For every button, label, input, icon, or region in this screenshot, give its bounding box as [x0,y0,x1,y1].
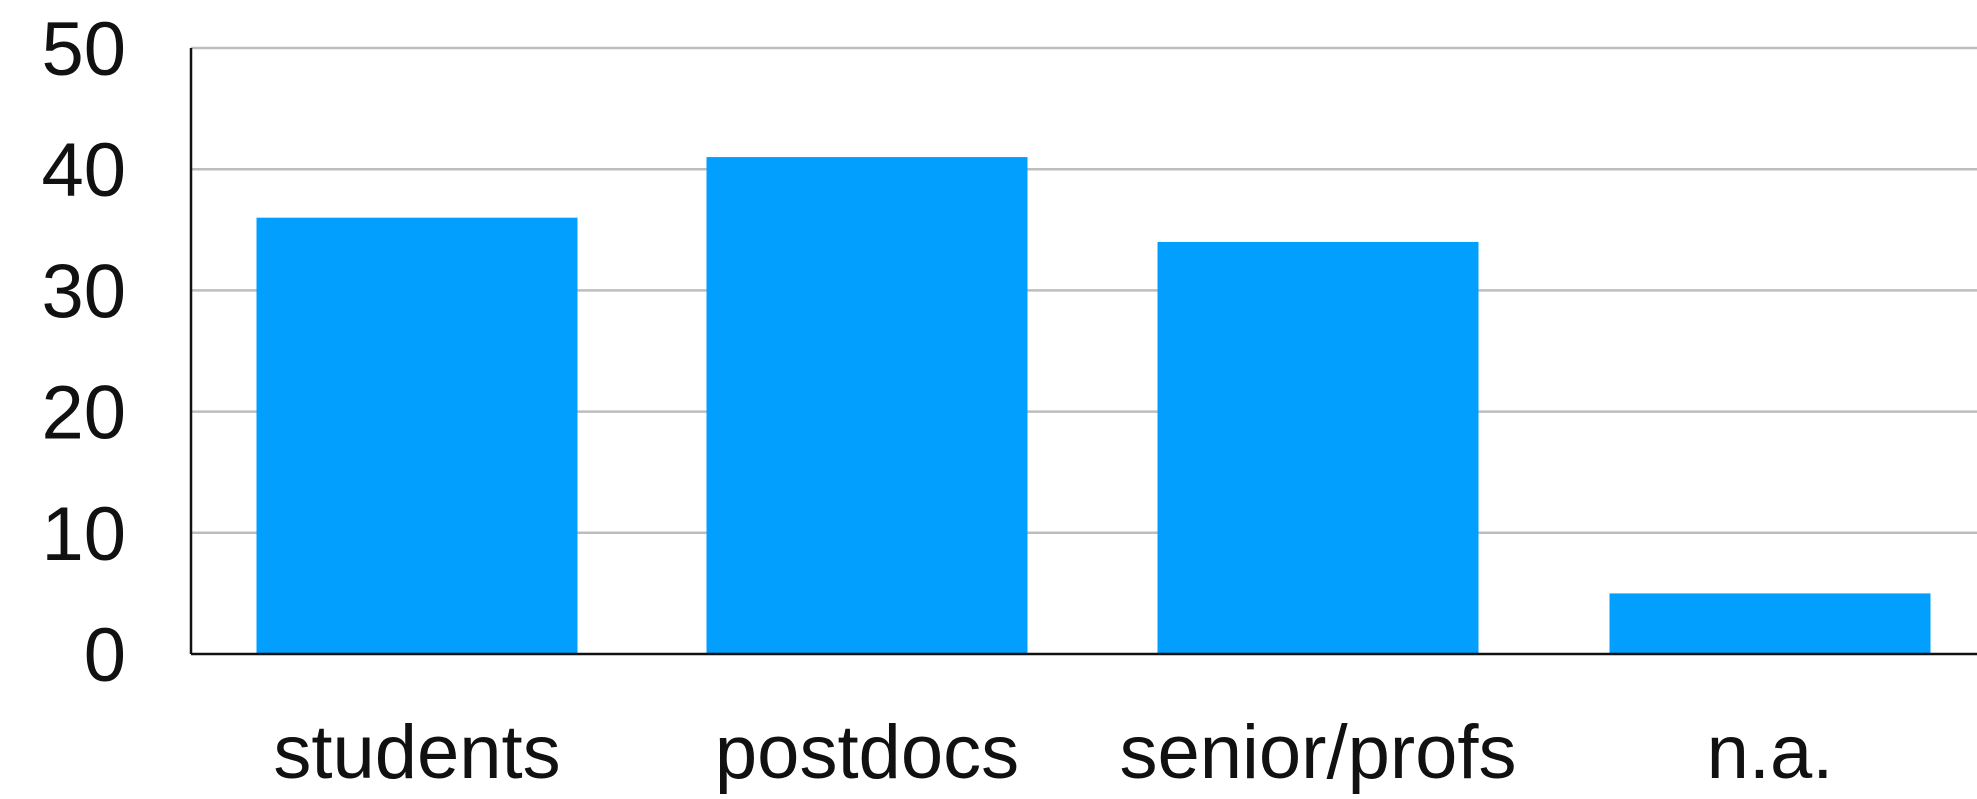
y-axis-ticks: 0 10 20 30 40 50 [41,7,126,698]
y-tick-label: 0 [84,613,126,698]
x-category-label: postdocs [715,710,1019,795]
y-tick-label: 50 [41,7,126,92]
y-tick-label: 30 [41,249,126,334]
y-tick-label: 10 [41,492,126,577]
x-category-label: senior/profs [1119,710,1516,795]
y-tick-label: 40 [41,128,126,213]
bar-senior-profs [1157,241,1479,655]
x-category-label: n.a. [1707,710,1834,795]
bars [256,157,1931,655]
bar-students [256,217,578,654]
x-axis-categories: students postdocs senior/profs n.a. [273,710,1833,795]
x-category-label: students [273,710,560,795]
bar-n-a [1609,593,1931,654]
y-tick-label: 20 [41,371,126,456]
bar-postdocs [706,157,1028,654]
